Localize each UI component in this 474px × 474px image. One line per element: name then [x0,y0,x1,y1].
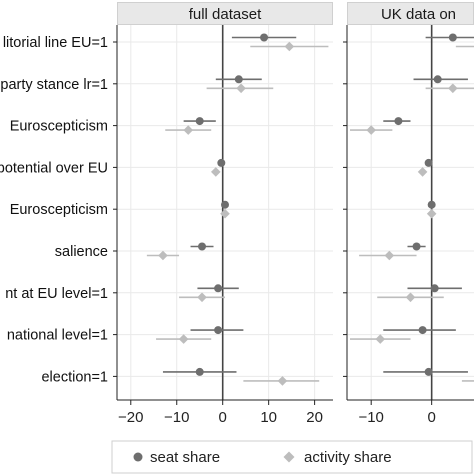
point-seat-share [412,242,421,251]
point-activity-share [236,83,246,94]
x-tick-label: 20 [306,409,323,426]
row-label: Euroscepticism [10,119,108,135]
panel-title: UK data on [381,6,456,23]
row-label: salience [55,244,108,260]
point-activity-share [284,41,295,52]
point-activity-share [211,167,221,177]
point-activity-share [384,250,395,261]
x-tick-label: −10 [164,409,189,426]
point-activity-share [178,334,189,344]
point-seat-share [221,200,229,209]
row-label: potential over EU [0,160,108,176]
x-tick-label: 0 [427,409,435,426]
legend-marker-activity-share [283,451,295,463]
point-seat-share [427,200,436,209]
legend-marker-seat-share [133,452,143,462]
point-seat-share [448,33,457,42]
point-activity-share [417,167,428,177]
point-seat-share [195,117,204,126]
point-activity-share [197,292,207,303]
x-tick-label: −10 [358,409,383,426]
chart-panels: full dataset −20 −10 0 10 20 UK data on −10 0 [113,2,474,426]
panel-strip [117,2,333,25]
point-activity-share [448,83,458,94]
row-label: nt at EU level=1 [5,286,108,302]
point-seat-share [214,284,223,293]
x-tick-label: 0 [219,409,227,426]
point-seat-share [424,158,433,167]
x-tick-label: 10 [260,409,277,426]
point-seat-share [394,117,403,126]
row-label: election=1 [41,369,108,385]
point-seat-share [433,75,442,84]
point-activity-share [277,376,288,386]
point-activity-share [158,250,168,261]
panel-title: full dataset [189,6,262,23]
point-seat-share [260,33,269,42]
point-seat-share [217,158,226,167]
point-seat-share [424,367,433,376]
data-marks [146,33,329,386]
point-activity-share [375,334,386,344]
point-seat-share [234,75,243,84]
point-seat-share [195,367,204,376]
point-activity-share [405,292,416,303]
legend: seat share activity share [111,440,473,474]
point-seat-share [430,284,439,293]
row-label: party stance lr=1 [0,77,108,93]
legend-label-activity-share: activity share [304,449,392,466]
x-tick-label: −20 [118,409,143,426]
panel-full-dataset: full dataset −20 −10 0 10 20 [113,2,333,426]
row-label: national level=1 [7,328,108,344]
point-activity-share [366,125,376,135]
point-seat-share [198,242,207,251]
row-label: litorial line EU=1 [3,35,108,51]
point-activity-share [426,208,437,219]
data-marks [350,33,474,382]
point-seat-share [214,326,223,335]
point-activity-share [183,125,194,135]
panel-uk-data-on: UK data on −10 0 [343,2,474,426]
row-labels: litorial line EU=1 party stance lr=1 Euros… [0,35,108,385]
point-activity-share [220,208,230,219]
gridlines [117,25,333,400]
point-seat-share [418,326,427,335]
legend-label-seat-share: seat share [150,449,220,466]
row-label: Euroscepticism [10,202,108,218]
